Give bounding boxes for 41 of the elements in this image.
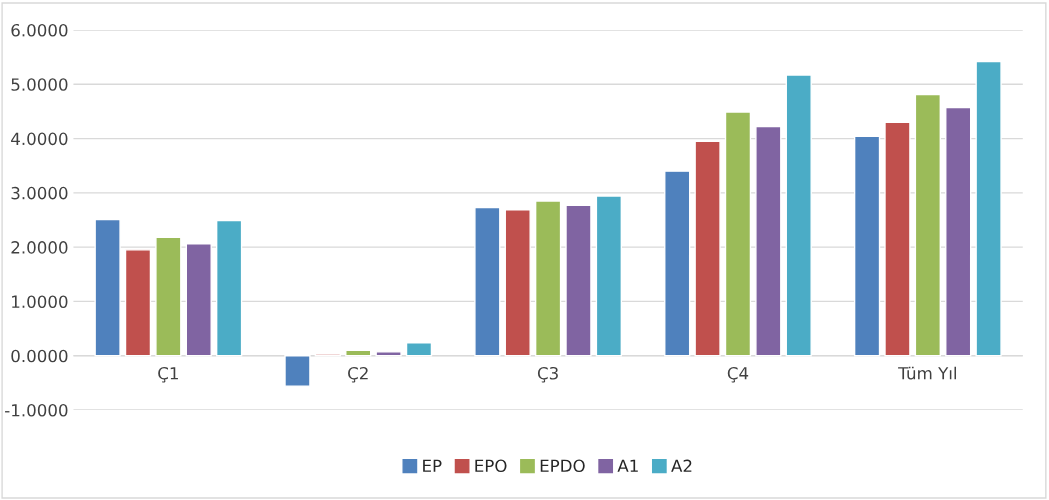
- y-tick-label: 4.0000: [11, 132, 68, 146]
- y-tick-label: 0.0000: [11, 349, 68, 363]
- bar: [595, 195, 623, 357]
- y-tick-label: -1.0000: [5, 403, 68, 417]
- bar: [215, 219, 243, 357]
- bar: [405, 341, 433, 357]
- bar: [565, 204, 592, 357]
- x-tick-label: Tüm Yıl: [898, 366, 956, 380]
- bar: [724, 111, 752, 357]
- legend-label: A1: [617, 459, 638, 472]
- y-tick-label: 6.0000: [11, 23, 68, 37]
- y-tick-label: 5.0000: [11, 78, 68, 91]
- x-tick-label: Ç1: [158, 366, 178, 383]
- bar: [124, 249, 152, 357]
- bar: [94, 218, 121, 357]
- bar: [185, 243, 212, 357]
- bar: [755, 125, 782, 357]
- bar: [853, 135, 881, 357]
- bar: [914, 93, 941, 357]
- bar: [945, 106, 972, 357]
- bar: [664, 170, 691, 357]
- legend-label: EPO: [475, 459, 507, 473]
- legend-label: EPDO: [540, 459, 585, 473]
- legend-label: EP: [423, 459, 442, 472]
- y-tick-label: 2.0000: [11, 241, 68, 254]
- bar: [474, 206, 501, 357]
- bar: [694, 140, 721, 357]
- bar: [534, 200, 562, 357]
- bar: [155, 236, 182, 357]
- legend-label: A2: [671, 459, 692, 472]
- x-tick-label: Ç3: [537, 366, 558, 383]
- y-tick-label: 1.0000: [12, 295, 68, 308]
- bar: [284, 355, 311, 387]
- x-tick-label: Ç2: [348, 366, 368, 383]
- x-tick-label: Ç4: [727, 366, 749, 383]
- bar: [884, 121, 911, 357]
- bar: [785, 74, 812, 357]
- y-tick-label: 3.0000: [11, 186, 68, 200]
- bar: [504, 208, 531, 357]
- bar: [975, 60, 1002, 357]
- bar: [375, 351, 402, 357]
